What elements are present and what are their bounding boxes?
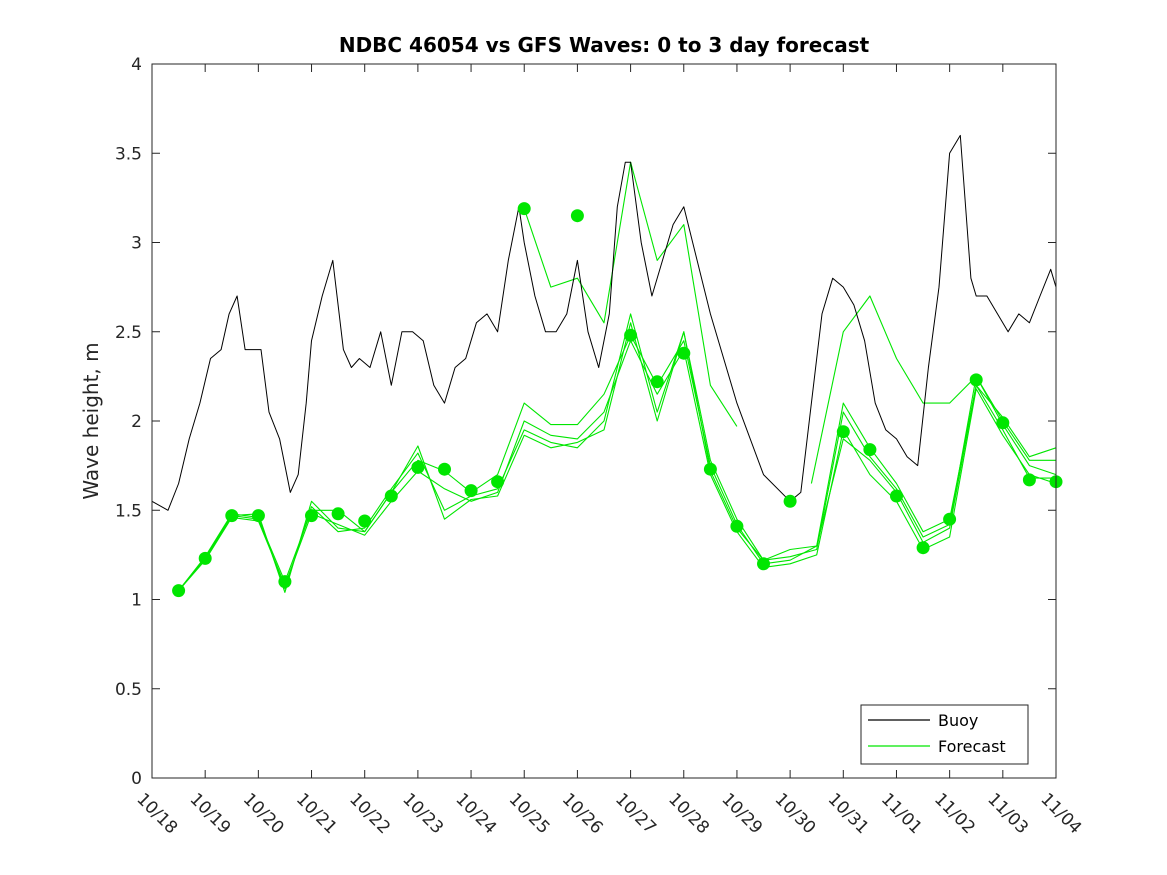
forecast-point (491, 475, 505, 489)
forecast-point (251, 509, 265, 523)
forecast-point (305, 509, 318, 523)
y-tick-label: 0.5 (115, 680, 142, 700)
forecast-point (890, 489, 903, 503)
forecast-point (836, 425, 850, 439)
y-tick-label: 3 (131, 234, 142, 254)
forecast-point (1022, 473, 1036, 487)
forecast-line-3 (178, 313, 1057, 591)
y-tick-label: 1 (131, 591, 142, 611)
forecast-line-4 (178, 322, 1057, 593)
forecast-point (438, 462, 451, 476)
series-layer (151, 134, 1063, 598)
forecast-point (464, 484, 478, 498)
legend-label-buoy: Buoy (938, 711, 978, 730)
legend-label-forecast: Forecast (938, 737, 1006, 756)
forecast-point (570, 209, 584, 223)
y-tick-label: 2.5 (115, 323, 142, 343)
y-tick-label: 2 (131, 412, 142, 432)
forecast-point (650, 375, 664, 389)
forecast-point (863, 443, 877, 457)
forecast-point (331, 507, 345, 521)
forecast-point (703, 462, 717, 476)
forecast-point (916, 541, 930, 555)
forecast-point (517, 202, 531, 216)
y-axis-label: Wave height, m (79, 342, 103, 499)
y-tick-label: 0 (131, 769, 142, 789)
forecast-point (278, 575, 292, 589)
forecast-point (384, 489, 398, 503)
forecast-point (677, 346, 691, 360)
y-tick-label: 3.5 (115, 144, 142, 164)
forecast-point (943, 512, 957, 526)
legend: Buoy Forecast (860, 704, 1029, 765)
forecast-point (225, 509, 239, 523)
forecast-point (730, 519, 744, 533)
forecast-point (624, 328, 638, 342)
forecast-point (757, 557, 770, 571)
forecast-point (198, 551, 212, 565)
forecast-point (996, 416, 1010, 430)
forecast-point (969, 373, 983, 387)
y-tick-label: 1.5 (115, 501, 142, 521)
forecast-point (172, 584, 186, 598)
chart-title: NDBC 46054 vs GFS Waves: 0 to 3 day fore… (339, 33, 870, 57)
forecast-point (358, 514, 372, 528)
forecast-point (783, 494, 797, 508)
buoy-line (151, 134, 1057, 511)
forecast-line-1 (178, 334, 1056, 591)
forecast-point (411, 460, 425, 474)
y-tick-label: 4 (131, 55, 142, 75)
legend-box (860, 704, 1029, 765)
